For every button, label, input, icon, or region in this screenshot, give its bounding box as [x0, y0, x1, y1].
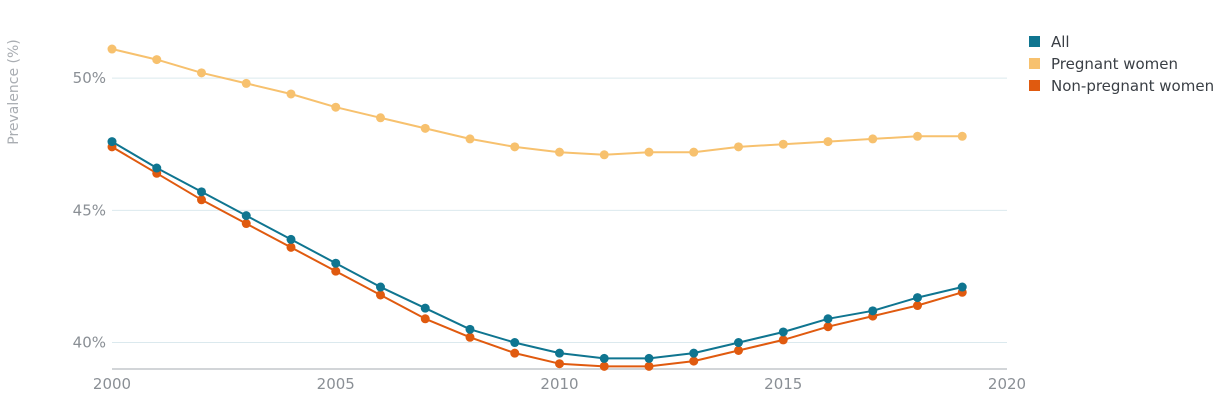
data-point — [823, 322, 833, 332]
data-point — [555, 348, 564, 358]
data-point — [286, 89, 296, 99]
data-point — [778, 327, 788, 337]
data-point — [331, 258, 341, 268]
data-point — [644, 353, 654, 363]
data-point — [197, 195, 206, 205]
legend-item[interactable]: Pregnant women — [1029, 55, 1178, 73]
data-point — [420, 123, 430, 133]
series-line-all — [111, 140, 963, 360]
data-point — [689, 348, 699, 358]
data-point — [913, 293, 922, 303]
legend-label: Pregnant women — [1051, 55, 1178, 73]
data-point — [465, 332, 475, 342]
data-point — [823, 314, 833, 324]
series-line-non-pregnant-women — [111, 146, 963, 368]
data-point — [734, 338, 743, 348]
data-point — [510, 338, 520, 348]
data-point — [420, 303, 430, 313]
data-point — [644, 147, 654, 157]
series-line-pregnant-women — [111, 48, 963, 156]
data-point — [599, 353, 609, 363]
data-point — [376, 290, 385, 300]
data-point — [555, 147, 564, 157]
series-all — [107, 137, 967, 363]
data-point — [331, 266, 341, 276]
data-point — [107, 44, 117, 54]
data-point — [734, 142, 743, 152]
data-point — [913, 131, 922, 141]
data-point — [689, 356, 699, 366]
data-point — [957, 131, 967, 141]
data-point — [778, 335, 788, 345]
x-tick-label: 2000 — [93, 375, 131, 393]
data-point — [868, 134, 878, 144]
data-point — [599, 150, 609, 160]
data-point — [465, 324, 475, 334]
x-tick-label: 2020 — [988, 375, 1026, 393]
data-point — [599, 361, 609, 371]
data-point — [286, 234, 296, 244]
legend: All Pregnant women Non-pregnant women — [1029, 33, 1214, 95]
data-point — [778, 139, 788, 149]
data-point — [376, 282, 385, 292]
legend-item[interactable]: All — [1029, 33, 1070, 51]
x-tick-labels: 2000 2005 2010 2015 2020 — [93, 375, 1026, 393]
data-point — [152, 163, 162, 173]
data-point — [107, 137, 117, 147]
data-point — [420, 314, 430, 324]
data-point — [510, 348, 520, 358]
data-point — [241, 219, 251, 229]
y-axis-label: Prevalence (%) — [6, 39, 22, 145]
data-point — [644, 361, 654, 371]
data-point — [823, 137, 833, 147]
x-tick-label: 2015 — [764, 375, 802, 393]
series-lines — [107, 44, 967, 371]
data-point — [197, 187, 206, 197]
series-non-pregnant-women — [107, 142, 967, 371]
data-point — [286, 242, 296, 252]
data-point — [331, 102, 341, 112]
data-point — [465, 134, 475, 144]
x-tick-label: 2010 — [540, 375, 578, 393]
legend-swatch — [1029, 36, 1040, 47]
legend-swatch — [1029, 58, 1040, 69]
x-tick-label: 2005 — [317, 375, 355, 393]
data-point — [241, 211, 251, 221]
data-point — [689, 147, 699, 157]
data-point — [241, 78, 251, 88]
data-point — [152, 55, 162, 65]
legend-swatch — [1029, 80, 1040, 91]
data-point — [555, 359, 564, 369]
gridlines — [112, 77, 1007, 344]
y-tick-label: 50% — [73, 69, 106, 87]
data-point — [376, 113, 385, 123]
legend-label: Non-pregnant women — [1051, 77, 1214, 95]
legend-item[interactable]: Non-pregnant women — [1029, 77, 1214, 95]
legend-label: All — [1051, 33, 1070, 51]
y-tick-labels: 40% 45% 50% — [73, 69, 106, 351]
data-point — [913, 301, 922, 311]
data-point — [957, 282, 967, 292]
data-point — [197, 68, 206, 78]
data-point — [510, 142, 520, 152]
y-tick-label: 45% — [73, 201, 106, 219]
series-pregnant-women — [107, 44, 967, 160]
y-tick-label: 40% — [73, 334, 106, 352]
data-point — [868, 306, 878, 316]
data-point — [734, 345, 743, 355]
